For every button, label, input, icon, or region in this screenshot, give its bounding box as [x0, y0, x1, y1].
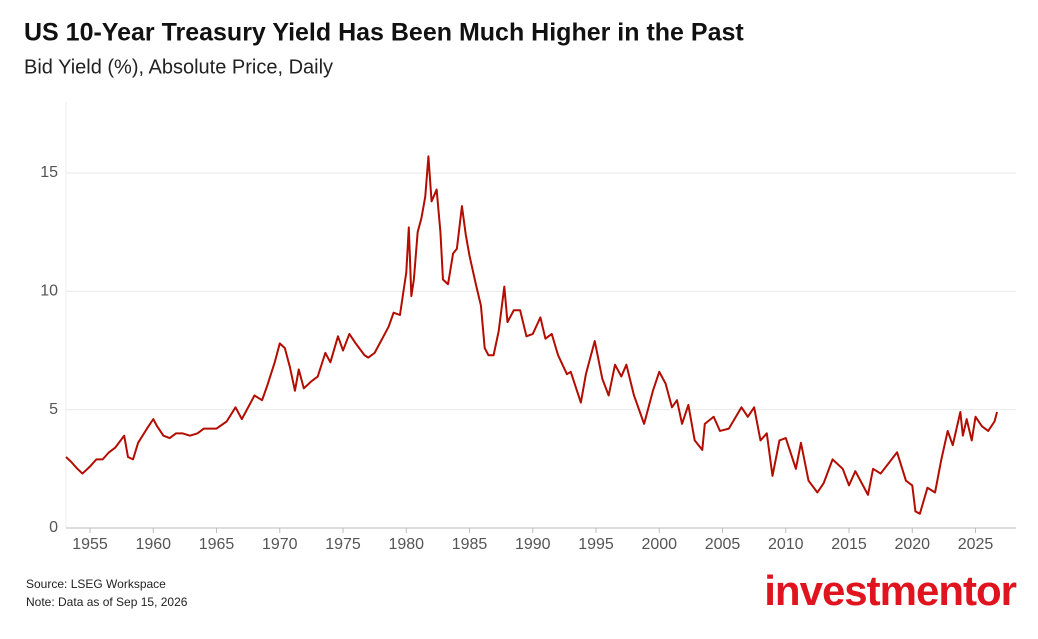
x-tick-label: 2015 [831, 536, 867, 553]
x-tick-label: 2000 [641, 536, 677, 553]
x-tick-label: 2025 [958, 536, 994, 553]
x-tick-label: 2010 [768, 536, 804, 553]
x-tick-label: 1970 [262, 536, 298, 553]
x-tick-label: 1995 [578, 536, 614, 553]
x-tick-label: 1955 [72, 536, 108, 553]
x-tick-label: 1965 [199, 536, 235, 553]
y-tick-label: 0 [49, 519, 58, 536]
x-tick-label: 2020 [894, 536, 930, 553]
source: Source: LSEG Workspace [26, 577, 166, 591]
x-tick-label: 1985 [452, 536, 488, 553]
logo: investmentor [764, 567, 1016, 614]
chart-subtitle: Bid Yield (%), Absolute Price, Daily [24, 56, 333, 78]
y-tick-label: 5 [49, 401, 58, 418]
x-tick-label: 2005 [705, 536, 741, 553]
yield-line [65, 155, 998, 515]
y-tick-label: 15 [40, 164, 58, 181]
x-tick-label: 1960 [135, 536, 171, 553]
note: Note: Data as of Sep 15, 2026 [26, 595, 188, 609]
x-tick-label: 1990 [515, 536, 551, 553]
x-tick-label: 1975 [325, 536, 361, 553]
y-tick-label: 10 [40, 283, 58, 300]
chart-title: US 10-Year Treasury Yield Has Been Much … [24, 19, 744, 47]
x-tick-label: 1980 [388, 536, 424, 553]
